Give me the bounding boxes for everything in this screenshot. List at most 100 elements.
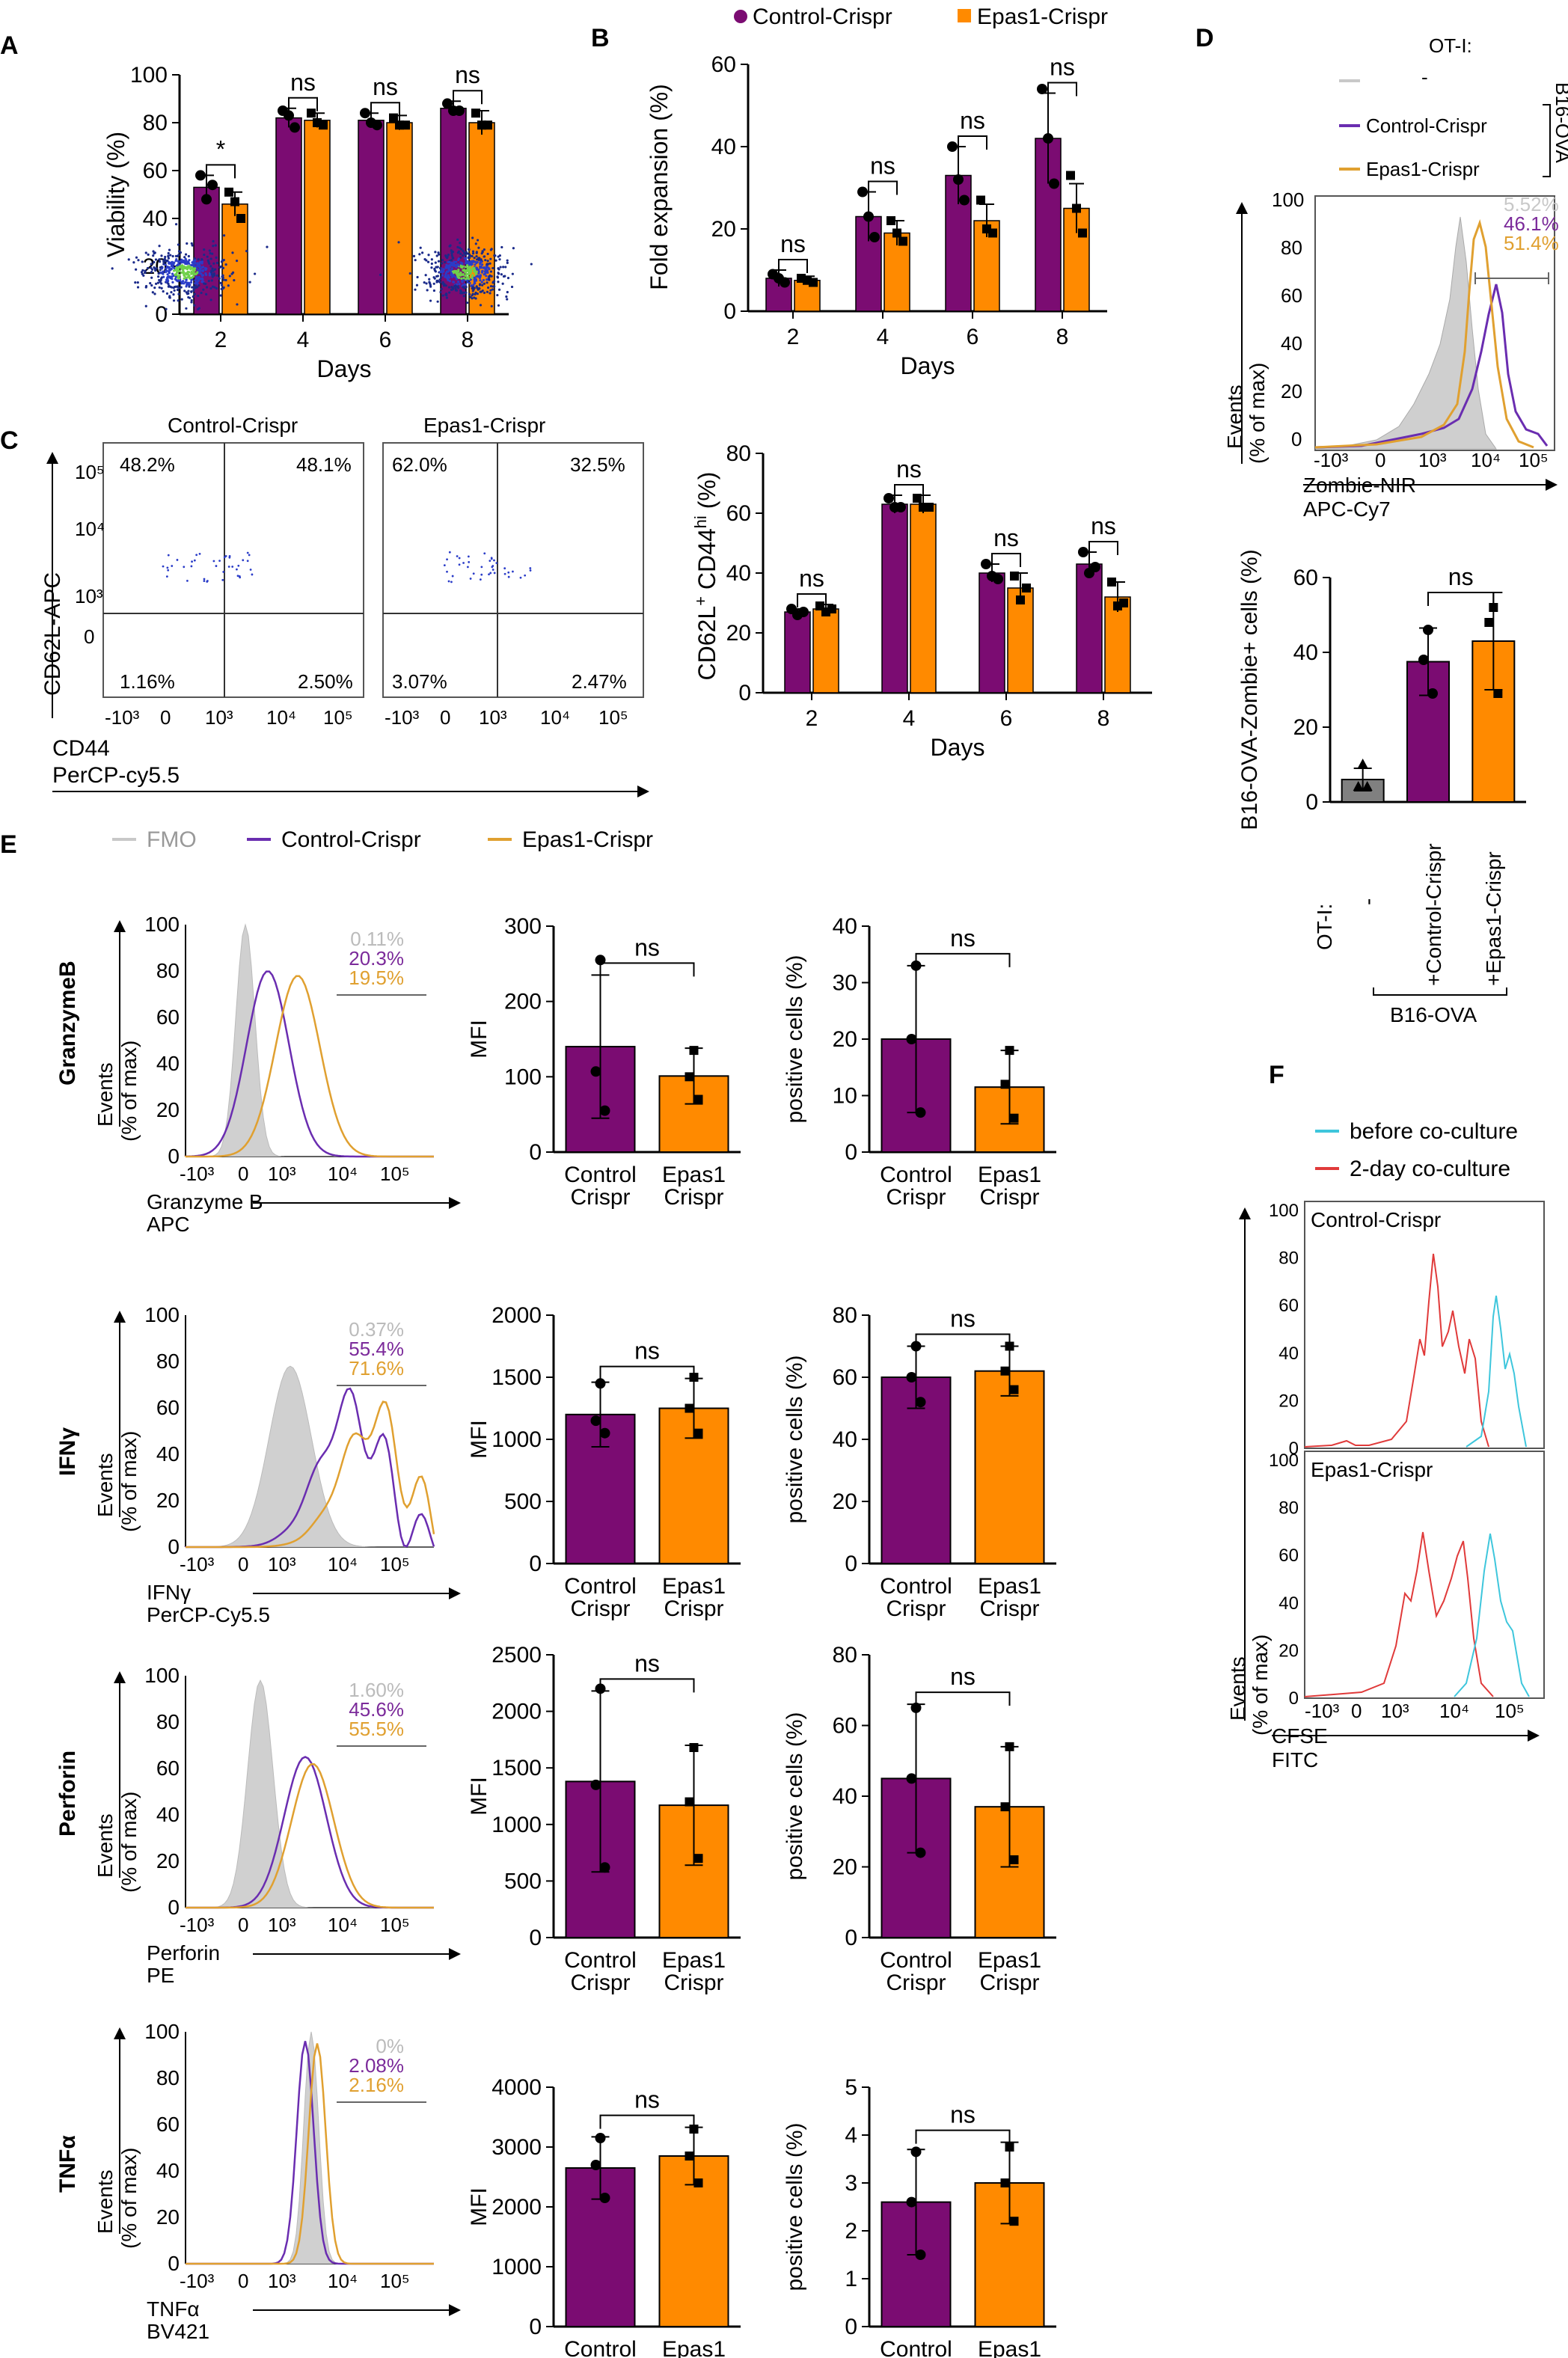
f-xtick-1e3: 10³ — [1381, 1700, 1409, 1722]
chart-b: 0 20 40 60 2 ns 4 ns 6 ns 8 ns Days Fold expansion (%… — [646, 52, 1107, 379]
c-scatter-dot — [480, 566, 483, 569]
chart-c-bar-epas — [1104, 596, 1131, 693]
c-scatter-dot — [462, 562, 465, 564]
c-scatter-dot — [150, 263, 153, 266]
c-scatter-dot — [450, 267, 453, 270]
c-scatter-dot — [473, 278, 476, 281]
c-scatter-dot — [242, 559, 245, 562]
e-hist-xlabel2: PerCP-Cy5.5 — [147, 1603, 270, 1626]
chart-a-xtick-label: 4 — [297, 328, 310, 352]
c-scatter-dot — [237, 564, 240, 567]
c-scatter-dot — [507, 575, 510, 578]
c-scatter-dot — [478, 287, 481, 290]
c-scatter-dot — [167, 257, 171, 260]
chart-c-bar-control — [784, 611, 811, 693]
c-scatter-dot — [190, 290, 193, 293]
c-scatter-dot — [224, 278, 227, 282]
chart-b-point — [1043, 133, 1053, 144]
c-scatter-dot — [166, 273, 169, 276]
c-scatter-dot — [429, 282, 432, 285]
chart-a-point — [207, 180, 218, 191]
c-scatter-dot — [503, 567, 506, 570]
c-scatter-dot — [236, 568, 238, 571]
d-bar-b16-label: B16-OVA — [1390, 1003, 1477, 1026]
chart-e-perforin-pos-xlabel-line1: Control — [880, 1948, 952, 1973]
c-scatter-dot — [415, 284, 419, 287]
e-hist-yarrowhead — [114, 920, 126, 932]
c-scatter-dot — [450, 254, 453, 257]
c-scatter-dot — [465, 259, 468, 262]
c-scatter-dot — [184, 262, 187, 266]
chart-e-tnfa-mfi-ylabel: MFI — [467, 2187, 491, 2226]
c-scatter-dot — [497, 255, 500, 258]
panel-f: before co-culture 2-day co-culture Contr… — [1226, 1119, 1545, 1771]
d-hist-fmo — [1314, 216, 1497, 450]
panel-c-dotplots: Control-Crispr Epas1-Crispr 48.2% 48.1% … — [40, 223, 649, 797]
c-scatter-dot — [471, 252, 475, 255]
c-scatter-dot — [499, 266, 502, 269]
e-hist-yarrowhead — [114, 1671, 126, 1683]
chart-b-sig-label: ns — [960, 107, 985, 134]
chart-e-perforin-mfi-point — [685, 1797, 694, 1807]
chart-e-tnfa-pos-ytick-label: 5 — [845, 2075, 857, 2100]
e-hist-ylabel-pct: (% of max) — [117, 1431, 141, 1532]
c-scatter-dot — [457, 250, 461, 253]
c-scatter-dot — [174, 275, 177, 278]
chart-a-point — [307, 108, 316, 118]
c-scatter-dot — [206, 259, 209, 262]
c-scatter-dot — [418, 253, 421, 256]
c-scatter-dot — [497, 304, 500, 307]
c-scatter-dot — [479, 578, 482, 581]
e-hist-xtick: -10³ — [180, 1914, 215, 1936]
f-epas-before-curve — [1454, 1533, 1530, 1697]
e-hist-0: GranzymeB 0 20 40 60 80 100 0.11%20.3%19.5% -10³… — [55, 913, 461, 1236]
chart-e-ifng-pos-sig-label: ns — [950, 1305, 976, 1332]
c-scatter-dot — [519, 576, 522, 579]
c-scatter-dot — [474, 297, 477, 300]
c-epas-xtick-0: 0 — [440, 706, 450, 729]
chart-e-ifng-mfi-xlabel-line2: Crispr — [664, 1596, 724, 1621]
c-scatter-dot — [233, 279, 236, 282]
chart-e-granzymeb-mfi-point — [599, 1105, 610, 1116]
c-scatter-dot — [502, 266, 505, 269]
e-hist-xtick: 10³ — [268, 2270, 296, 2292]
e-hist-xlabel1: IFNγ — [147, 1581, 191, 1604]
c-scatter-dot — [141, 260, 144, 263]
c-scatter-dot — [436, 300, 439, 303]
c-scatter-dot — [456, 555, 459, 557]
c-scatter-dot — [456, 275, 459, 278]
chart-a-point — [201, 194, 212, 205]
chart-a-sig-label: * — [216, 135, 225, 162]
d-ylabel-events: Events — [1223, 385, 1246, 449]
c-scatter-dot — [186, 579, 189, 582]
c-scatter-dot — [464, 266, 467, 269]
chart-e-perforin-pos-point — [915, 1847, 926, 1858]
c-ytick-0: 0 — [84, 625, 94, 648]
c-scatter-dot — [472, 284, 475, 287]
c-scatter-dot — [441, 274, 444, 277]
c-scatter-dot — [466, 252, 469, 255]
c-scatter-dot — [215, 565, 218, 567]
c-scatter-dot — [441, 294, 444, 297]
c-scatter-dot — [426, 289, 429, 292]
c-scatter-dot — [186, 242, 189, 245]
c-scatter-dot — [465, 278, 468, 281]
c-scatter-dot — [462, 279, 465, 282]
c-scatter-dot — [438, 281, 441, 284]
e-hist-xtick: 10³ — [268, 1914, 296, 1936]
c-scatter-dot — [190, 242, 193, 245]
c-scatter-dot — [486, 290, 489, 293]
c-scatter-dot — [448, 266, 451, 269]
c-scatter-dot — [434, 270, 437, 273]
chart-c-point — [1119, 598, 1128, 607]
c-epas-q2: 32.5% — [570, 453, 625, 476]
c-scatter-dot — [144, 269, 147, 272]
e-hist-xtick: -10³ — [180, 2270, 215, 2292]
c-scatter-dot — [462, 277, 465, 280]
chart-e-ifng-mfi-sig-bracket — [599, 1365, 695, 1380]
f-control-before-curve — [1466, 1295, 1527, 1448]
f-xtick-0: 0 — [1351, 1700, 1362, 1722]
chart-c-xtick-label: 4 — [903, 706, 916, 731]
chart-a-point — [284, 110, 294, 121]
